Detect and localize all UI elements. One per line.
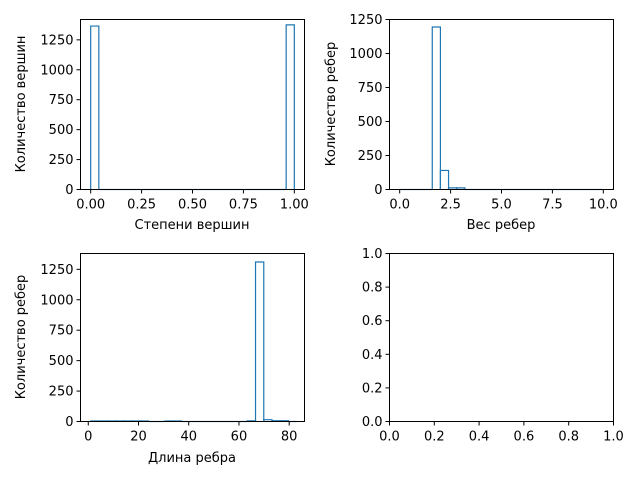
subplot-3-ytick-label-4: 1000 <box>40 293 73 308</box>
subplot-1-xtick-label-4: 1.00 <box>280 198 309 213</box>
subplot-2-ytick-label-4: 1000 <box>349 47 382 62</box>
subplot-2-xtick-label-1: 2.5 <box>440 198 461 213</box>
subplot-2-bin-5 <box>439 169 450 190</box>
subplot-4-ytick-label-0: 0.0 <box>362 415 383 430</box>
subplot-2-ticks: 0.0 2.5 5.0 7.5 10.0 0 250 500 750 1000 1250 <box>349 13 617 213</box>
subplot-3-ytick-label-5: 1250 <box>40 263 73 278</box>
subplot-3-ylabel: Количество ребер <box>14 275 29 400</box>
subplot-3-frame <box>80 253 305 422</box>
subplot-1-ytick-label-2: 500 <box>49 123 74 138</box>
subplot-3-ticks: 0 20 40 60 80 0 250 500 750 1000 1250 <box>40 263 297 445</box>
subplot-2-xtick-label-4: 10.0 <box>589 198 618 213</box>
subplot-1-ytick-label-3: 750 <box>49 93 74 108</box>
subplot-2-xtick-label-0: 0.0 <box>389 198 410 213</box>
subplot-4-xtick-label-5: 1.0 <box>603 430 624 445</box>
subplot-3-xtick-label-3: 60 <box>231 430 248 445</box>
subplot-3-bin-20 <box>254 261 265 422</box>
subplot-2-ytick-label-0: 0 <box>374 183 382 198</box>
subplot-3-xtick-label-1: 20 <box>130 430 147 445</box>
subplot-2-bin-7 <box>456 187 466 190</box>
subplot-3-xtick-label-4: 80 <box>281 430 298 445</box>
subplot-3-xlabel: Длина ребра <box>148 451 236 466</box>
subplot-1: 0.00 0.25 0.50 0.75 1.00 0 250 500 750 1000 1250 С… <box>14 19 309 233</box>
subplot-1-xtick-label-0: 0.00 <box>76 198 105 213</box>
subplot-2-xlabel: Вес ребер <box>467 218 536 233</box>
subplot-3-xtick-label-0: 0 <box>84 430 92 445</box>
subplot-4-xtick-label-3: 0.6 <box>514 430 535 445</box>
subplot-2-xtick-label-3: 7.5 <box>542 198 563 213</box>
subplot-1-ticks: 0.00 0.25 0.50 0.75 1.00 0 250 500 750 1000 1250 <box>40 33 308 212</box>
subplot-1-xlabel: Степени вершин <box>135 218 250 233</box>
subplot-2: 0.0 2.5 5.0 7.5 10.0 0 250 500 750 1000 1250 Вес р… <box>324 13 618 233</box>
subplot-4-ytick-label-1: 0.2 <box>362 381 383 396</box>
subplot-1-xtick-label-1: 0.25 <box>127 198 156 213</box>
subplot-1-ytick-label-5: 1250 <box>40 33 73 48</box>
subplot-4-xtick-label-4: 0.8 <box>558 430 579 445</box>
subplot-3-ytick-label-2: 500 <box>49 354 74 369</box>
subplot-3-ytick-label-1: 250 <box>49 385 74 400</box>
subplot-4: 0.0 0.2 0.4 0.6 0.8 1.0 0.0 0.2 0.4 0.6 0.8 1.0 <box>362 247 624 445</box>
subplot-1-xtick-label-2: 0.50 <box>178 198 207 213</box>
subplot-3-xtick-label-2: 40 <box>180 430 197 445</box>
subplot-1-ytick-label-1: 250 <box>49 153 74 168</box>
subplot-4-ytick-label-4: 0.8 <box>362 281 383 296</box>
subplot-1-ylabel: Количество вершин <box>14 36 29 173</box>
subplot-4-ytick-label-3: 0.6 <box>362 314 383 329</box>
subplot-2-ytick-label-2: 500 <box>358 115 383 130</box>
subplot-4-xtick-label-0: 0.0 <box>379 430 400 445</box>
subplot-2-ylabel: Количество ребер <box>324 42 339 167</box>
subplot-1-xtick-label-3: 0.75 <box>229 198 258 213</box>
subplot-2-ytick-label-3: 750 <box>358 81 383 96</box>
subplot-2-ytick-label-1: 250 <box>358 149 383 164</box>
subplot-1-ytick-label-0: 0 <box>65 183 73 198</box>
subplot-1-bin-24 <box>285 24 295 190</box>
subplot-1-bin-0 <box>90 25 100 190</box>
subplot-4-xtick-label-2: 0.4 <box>469 430 490 445</box>
subplot-4-xtick-label-1: 0.2 <box>424 430 445 445</box>
subplot-4-frame <box>389 253 614 422</box>
subplot-2-xtick-label-2: 5.0 <box>491 198 512 213</box>
subplot-4-ticks: 0.0 0.2 0.4 0.6 0.8 1.0 0.0 0.2 0.4 0.6 0.8 1.0 <box>362 247 624 445</box>
subplot-3-ytick-label-0: 0 <box>65 415 73 430</box>
subplot-3-ytick-label-3: 750 <box>49 324 74 339</box>
subplot-4-ytick-label-5: 1.0 <box>362 247 383 262</box>
subplot-2-ytick-label-5: 1250 <box>349 13 382 28</box>
subplot-2-bin-4 <box>431 26 442 190</box>
subplot-1-ytick-label-4: 1000 <box>40 63 73 78</box>
subplot-4-ytick-label-2: 0.4 <box>362 348 383 363</box>
